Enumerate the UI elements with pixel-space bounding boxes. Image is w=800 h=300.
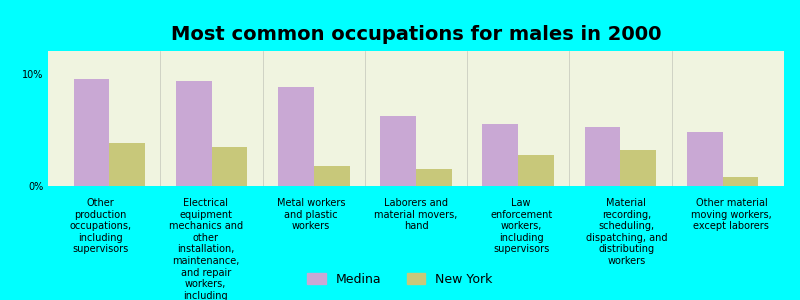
Bar (722, 177, 758, 186)
Bar (314, 166, 350, 186)
Text: Material
recording,
scheduling,
dispatching, and
distributing
workers: Material recording, scheduling, dispatch… (586, 198, 667, 266)
Text: Electrical
equipment
mechanics and
other
installation,
maintenance,
and repair
w: Electrical equipment mechanics and other… (169, 198, 242, 300)
Text: Other material
moving workers,
except laborers: Other material moving workers, except la… (691, 198, 772, 231)
Bar (176, 81, 211, 186)
Title: Most common occupations for males in 2000: Most common occupations for males in 200… (170, 25, 662, 44)
Bar (380, 116, 416, 186)
Bar (482, 124, 518, 186)
Bar (211, 147, 247, 186)
Bar (110, 143, 145, 186)
Text: Other
production
occupations,
including
supervisors: Other production occupations, including … (70, 198, 132, 254)
Bar (585, 128, 621, 186)
Bar (278, 87, 314, 186)
Bar (518, 154, 554, 186)
Bar (74, 79, 110, 186)
Text: Law
enforcement
workers,
including
supervisors: Law enforcement workers, including super… (490, 198, 552, 254)
Bar (621, 150, 656, 186)
Legend: Medina, New York: Medina, New York (302, 268, 498, 291)
Text: Laborers and
material movers,
hand: Laborers and material movers, hand (374, 198, 458, 231)
Text: Metal workers
and plastic
workers: Metal workers and plastic workers (277, 198, 345, 231)
Bar (687, 132, 722, 186)
Bar (416, 169, 452, 186)
